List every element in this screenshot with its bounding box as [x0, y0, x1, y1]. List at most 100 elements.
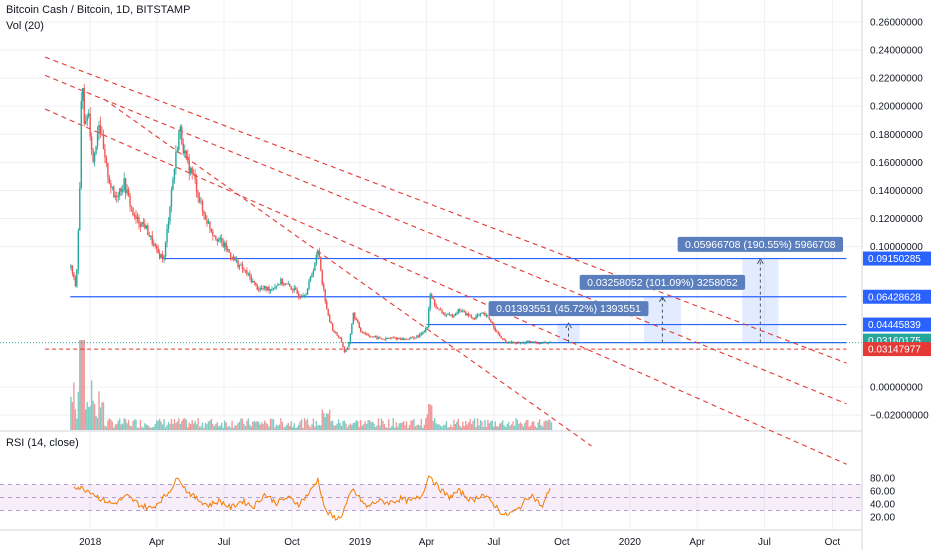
- candle-body: [504, 339, 507, 342]
- volume-bar: [521, 423, 523, 430]
- volume-bar: [219, 425, 221, 430]
- volume-bar: [438, 424, 440, 430]
- candle-body: [448, 314, 451, 316]
- candle-body: [292, 289, 294, 291]
- volume-bar: [104, 425, 106, 430]
- volume-bar: [303, 418, 306, 430]
- candle-body: [195, 179, 198, 193]
- volume-bar: [436, 424, 439, 430]
- volume-bar: [352, 423, 355, 430]
- candle-body: [501, 338, 504, 340]
- volume-bar: [431, 405, 433, 430]
- volume-bar: [216, 422, 219, 430]
- time-tick-label: 2018: [79, 537, 102, 548]
- volume-bar: [172, 423, 174, 430]
- volume-bar: [123, 418, 125, 430]
- volume-indicator-label[interactable]: Vol (20): [6, 20, 44, 32]
- volume-bar: [215, 423, 217, 430]
- volume-bar: [327, 413, 329, 430]
- volume-bar: [281, 421, 284, 430]
- volume-bar: [147, 425, 149, 430]
- volume-bar: [386, 427, 389, 430]
- candle-body: [311, 274, 313, 278]
- level-price-tag-box: [863, 317, 931, 332]
- candle-body: [265, 286, 267, 291]
- candle-body: [274, 286, 276, 289]
- volume-bar: [399, 423, 402, 430]
- candle-body: [518, 342, 520, 344]
- candle-body: [459, 309, 461, 312]
- volume-bar: [266, 424, 269, 430]
- volume-bar: [105, 426, 108, 430]
- candle-body: [241, 264, 244, 270]
- candle-body: [226, 249, 229, 250]
- candle-body: [543, 342, 545, 344]
- volume-bar: [98, 391, 100, 430]
- candle-body: [374, 336, 377, 337]
- candle-body: [246, 270, 248, 275]
- candle-body: [302, 295, 304, 298]
- volume-bar: [76, 418, 78, 430]
- candle-body: [158, 253, 161, 259]
- candle-body: [192, 173, 195, 175]
- volume-bar: [364, 421, 366, 430]
- volume-bar: [343, 420, 346, 430]
- volume-bar: [116, 424, 118, 430]
- candle-body: [525, 341, 528, 343]
- candle-body: [130, 206, 133, 208]
- volume-bar: [222, 427, 224, 430]
- volume-bar: [530, 425, 532, 430]
- candle-body: [407, 338, 409, 340]
- candle-body: [331, 323, 334, 331]
- volume-bar: [478, 425, 480, 430]
- candle-body: [533, 341, 535, 343]
- candle-body: [447, 314, 449, 315]
- candle-body: [435, 305, 437, 308]
- candle-body: [408, 338, 411, 340]
- volume-bar: [129, 425, 131, 430]
- candle-body: [465, 311, 467, 316]
- symbol-title[interactable]: Bitcoin Cash / Bitcoin, 1D, BITSTAMP: [6, 4, 191, 16]
- volume-bar: [321, 409, 323, 430]
- candle-body: [479, 313, 482, 315]
- trendlines-layer: [44, 56, 847, 465]
- candle-body: [475, 316, 477, 320]
- candle-body: [99, 125, 102, 134]
- volume-bar: [454, 423, 457, 430]
- volume-bar: [119, 418, 121, 430]
- volume-bar: [466, 424, 468, 430]
- volume-bar: [515, 418, 517, 430]
- volume-bar: [311, 424, 313, 430]
- candle-body: [148, 235, 150, 237]
- candle-body: [169, 206, 171, 222]
- volume-bar: [141, 426, 143, 430]
- candle-body: [275, 285, 278, 287]
- candle-body: [530, 341, 532, 343]
- rsi-indicator-label[interactable]: RSI (14, close): [6, 437, 79, 449]
- volume-bar: [297, 424, 300, 430]
- measure-box: [557, 323, 580, 343]
- candle-body: [441, 310, 443, 314]
- candle-body: [395, 337, 397, 340]
- volume-bar: [370, 422, 372, 430]
- volume-bar: [241, 418, 244, 430]
- volume-bar: [398, 423, 400, 430]
- volume-bar: [163, 419, 165, 430]
- volume-bar: [70, 396, 72, 430]
- candle-body: [383, 339, 386, 341]
- candle-body: [334, 332, 337, 333]
- candle-body: [339, 337, 341, 339]
- volume-bar: [385, 427, 387, 430]
- volume-bar: [221, 422, 223, 430]
- volume-bar: [203, 427, 205, 430]
- volume-bar: [504, 426, 507, 430]
- candle-body: [306, 288, 309, 295]
- candle-body: [262, 288, 264, 290]
- candle-body: [150, 235, 152, 237]
- volume-bar: [414, 426, 417, 430]
- candle-body: [309, 277, 312, 282]
- candle-body: [272, 288, 275, 290]
- candle-body: [153, 243, 155, 245]
- candle-body: [95, 146, 97, 154]
- candle-body: [404, 338, 406, 340]
